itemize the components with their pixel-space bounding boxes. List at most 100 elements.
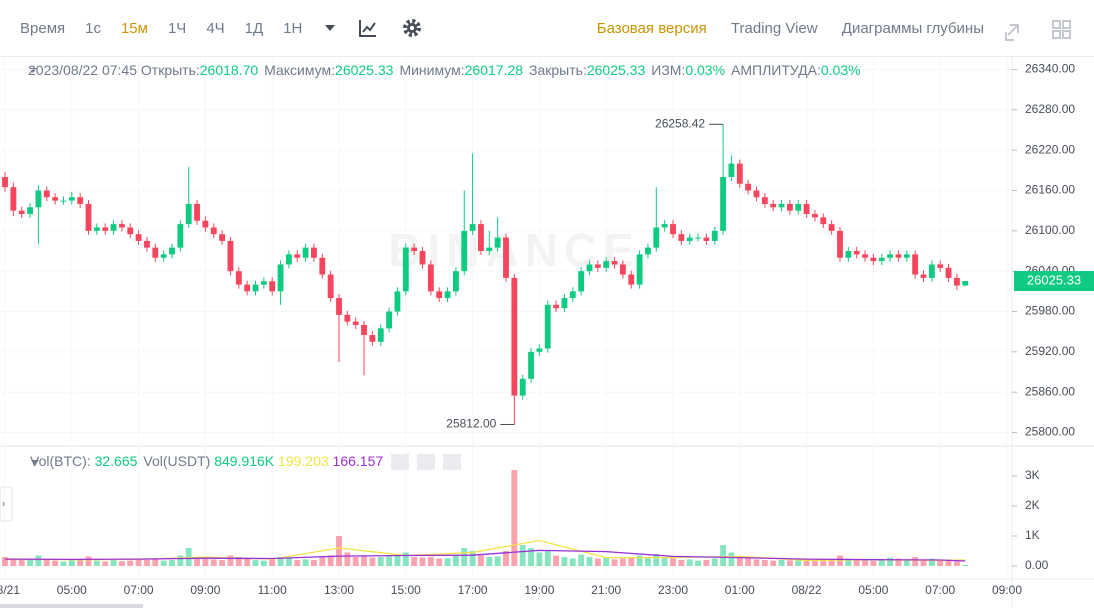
volume-bar <box>887 557 894 566</box>
candle-body <box>903 254 910 258</box>
y2-tick-label: 1K <box>1025 528 1040 542</box>
volume-bar <box>260 560 267 566</box>
y-tick-label: 26220.00 <box>1025 142 1075 156</box>
candle-body <box>544 304 551 349</box>
volume-bar <box>594 558 601 566</box>
volume-bar <box>786 560 793 566</box>
volume-bar <box>394 554 401 566</box>
interval[interactable]: 1Ч <box>167 19 187 37</box>
candle-body <box>419 251 426 265</box>
candle-body <box>586 264 593 272</box>
candle-body <box>478 224 484 251</box>
layout-icon[interactable] <box>1052 20 1071 39</box>
view-tab[interactable]: Trading View <box>730 20 818 37</box>
interval[interactable]: 1с <box>85 19 101 37</box>
volume-bar <box>235 557 242 566</box>
close-button[interactable] <box>442 454 461 471</box>
volume-bar <box>962 565 969 567</box>
settings-button[interactable] <box>416 454 435 471</box>
candle-body <box>695 237 701 239</box>
volume-bar <box>327 555 334 566</box>
volume-bar <box>427 557 434 566</box>
volume-bar <box>720 545 727 566</box>
candle-body <box>269 281 276 292</box>
candle-body <box>770 203 777 208</box>
candle-body <box>519 378 526 396</box>
candle-body <box>118 224 125 228</box>
candle-body <box>160 254 167 258</box>
eye-button[interactable] <box>391 454 410 471</box>
candle-body <box>127 227 134 235</box>
candle-body <box>486 247 493 251</box>
candle-body <box>578 271 585 292</box>
interval[interactable]: 1Д <box>244 19 264 37</box>
interval[interactable]: 1Н <box>283 19 303 37</box>
candle-body <box>77 197 84 204</box>
view-tab[interactable]: Базовая версия <box>596 20 707 37</box>
x-tick-label: 19:00 <box>524 583 554 597</box>
volume-bar <box>661 557 668 566</box>
candle-body <box>2 177 8 188</box>
y-tick-label: 25980.00 <box>1025 304 1075 318</box>
candle-body <box>745 183 752 191</box>
candle-body <box>235 271 242 285</box>
candle-body <box>703 237 710 241</box>
volume-bar <box>127 560 134 566</box>
indicator-icon[interactable] <box>358 18 378 38</box>
volume-bar <box>411 557 418 566</box>
volume-bar <box>645 557 651 566</box>
candle-body <box>678 234 685 241</box>
volume-bar <box>937 560 944 566</box>
volume-bar <box>444 558 451 566</box>
label: ИЗМ: <box>651 62 686 78</box>
collapse-icon[interactable] <box>31 460 39 465</box>
volume-bar <box>820 560 827 566</box>
value: 26017.28 <box>464 62 524 78</box>
interval[interactable]: Время <box>20 19 66 37</box>
volume-bar <box>803 560 810 566</box>
x-tick-label: 09:00 <box>190 583 220 597</box>
side-handle[interactable] <box>0 486 13 522</box>
ohlc-legend: 2023/08/22 07:45 Открыть:26018.70 Максиму… <box>28 62 867 78</box>
volume-bar <box>35 555 42 566</box>
candle-body <box>728 163 735 178</box>
dropdown-icon[interactable] <box>324 24 336 32</box>
ma-line <box>5 549 966 562</box>
price-tag-label: 26025.33 <box>1027 272 1081 287</box>
volume-bar <box>619 558 626 566</box>
ma-value: 199.203 <box>278 453 329 469</box>
volume-bar <box>85 556 92 566</box>
volume-bar <box>311 560 317 566</box>
y2-tick-label: 3K <box>1025 468 1040 482</box>
scrollbar[interactable] <box>0 604 143 608</box>
candle-body <box>862 254 868 258</box>
candle-body <box>503 237 509 278</box>
candle-body <box>720 177 727 231</box>
candle-body <box>645 247 651 255</box>
candle-body <box>68 197 75 201</box>
y-tick-label: 26340.00 <box>1025 62 1075 76</box>
x-tick-label: 05:00 <box>57 583 87 597</box>
volume-bar <box>352 557 359 566</box>
x-tick-label: 08/21 <box>0 583 20 597</box>
label: Vol(BTC): <box>30 453 91 469</box>
interval[interactable]: 4Ч <box>206 19 225 37</box>
volume-bar <box>219 560 226 566</box>
fullscreen-icon[interactable] <box>1005 24 1019 41</box>
candle-body <box>369 335 376 342</box>
settings-icon[interactable] <box>402 18 422 38</box>
label: Открыть: <box>140 62 200 78</box>
candle-body <box>344 314 351 322</box>
candle-body <box>962 281 969 286</box>
volume-bar <box>68 559 75 566</box>
toolbar: Время 1с 15м 1Ч 4Ч 1Д 1Н <box>0 0 1094 57</box>
interval[interactable]: 15м <box>120 19 148 37</box>
volume-bar <box>252 560 259 566</box>
volume-bar <box>361 555 367 566</box>
candle-body <box>252 284 259 292</box>
candle-body <box>887 254 894 258</box>
candle-body <box>912 254 919 275</box>
view-tab[interactable]: Диаграммы глубины <box>841 20 984 37</box>
volume-bar <box>52 560 59 566</box>
